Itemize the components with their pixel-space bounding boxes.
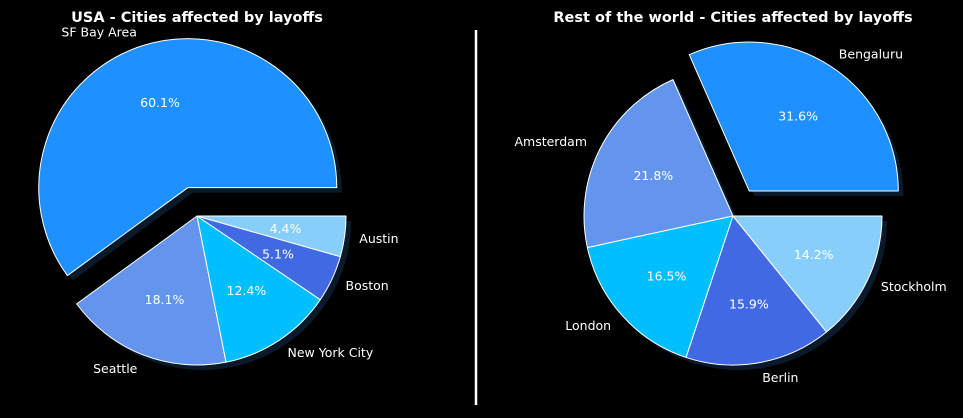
usa-slice-sf-bay-area bbox=[38, 38, 338, 277]
usa-category-label-boston: Boston bbox=[346, 278, 389, 293]
world-slice-london bbox=[586, 215, 734, 358]
usa-slice-new-york-city bbox=[196, 215, 321, 363]
usa-pct-label-new-york-city: 12.4% bbox=[227, 283, 267, 298]
world-chart-title: Rest of the world - Cities affected by l… bbox=[553, 10, 912, 26]
world-category-label-london: London bbox=[565, 318, 611, 333]
usa-pct-label-boston: 5.1% bbox=[262, 246, 294, 261]
usa-category-label-seattle: Seattle bbox=[93, 361, 138, 376]
world-category-label-bengaluru: Bengaluru bbox=[839, 46, 903, 61]
usa-chart-title: USA - Cities affected by layoffs bbox=[71, 10, 323, 26]
world-pie: 31.6% Bengaluru 21.8% Amsterdam 16.5% London 1… bbox=[514, 41, 947, 385]
world-slice-bengaluru bbox=[688, 41, 899, 192]
world-pct-label-bengaluru: 31.6% bbox=[778, 109, 818, 124]
world-slice-berlin bbox=[685, 215, 828, 366]
world-pct-label-amsterdam: 21.8% bbox=[633, 168, 673, 183]
world-category-label-stockholm: Stockholm bbox=[881, 279, 947, 294]
world-pct-label-berlin: 15.9% bbox=[729, 297, 769, 312]
usa-pct-label-austin: 4.4% bbox=[270, 221, 302, 236]
world-category-label-berlin: Berlin bbox=[762, 370, 798, 385]
usa-slice-austin bbox=[196, 215, 347, 258]
usa-pct-label-seattle: 18.1% bbox=[145, 292, 185, 307]
usa-pct-label-sf-bay-area: 60.1% bbox=[140, 95, 180, 110]
world-pct-label-london: 16.5% bbox=[647, 268, 687, 283]
usa-category-label-austin: Austin bbox=[359, 231, 398, 246]
world-slice-amsterdam bbox=[583, 79, 734, 249]
usa-category-label-new-york-city: New York City bbox=[288, 345, 374, 360]
world-slice-stockholm bbox=[732, 215, 883, 333]
world-pct-label-stockholm: 14.2% bbox=[794, 247, 834, 262]
usa-slice-seattle bbox=[76, 215, 227, 366]
usa-pie: 60.1% SF Bay Area 18.1% Seattle 12.4% New Yor… bbox=[38, 24, 399, 376]
world-category-label-amsterdam: Amsterdam bbox=[514, 134, 587, 149]
usa-category-label-sf-bay-area: SF Bay Area bbox=[61, 24, 136, 39]
